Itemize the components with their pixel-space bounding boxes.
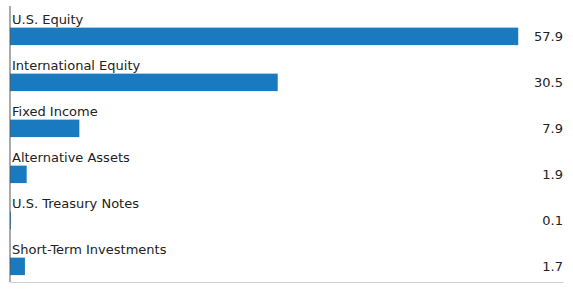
chart: U.S. Equity International Equity Fixed Inc… — [0, 0, 573, 296]
bars — [10, 28, 518, 275]
data-label: 57.9 — [534, 29, 563, 44]
x-axis — [11, 282, 564, 283]
bar — [10, 166, 27, 183]
data-label: 1.9 — [542, 167, 563, 182]
category-label: Fixed Income — [12, 104, 98, 119]
category-label: Alternative Assets — [12, 150, 130, 165]
plot: U.S. Equity International Equity Fixed Inc… — [10, 6, 564, 283]
category-label: International Equity — [12, 58, 141, 73]
data-label: 7.9 — [542, 121, 563, 136]
data-label: 0.1 — [542, 213, 563, 228]
data-label: 1.7 — [542, 259, 563, 274]
x-axis-line — [11, 282, 564, 283]
category-label: U.S. Equity — [12, 12, 84, 27]
bar — [10, 258, 25, 275]
bar — [10, 28, 518, 45]
category-label: Short-Term Investments — [12, 242, 167, 257]
bar — [10, 120, 79, 137]
category-labels: U.S. Equity International Equity Fixed Inc… — [12, 12, 167, 257]
baseline — [10, 6, 11, 282]
category-label: U.S. Treasury Notes — [12, 196, 139, 211]
data-labels: 57.9 30.5 7.9 1.9 0.1 1.7 — [534, 29, 563, 274]
bar — [10, 74, 278, 91]
data-label: 30.5 — [534, 75, 563, 90]
